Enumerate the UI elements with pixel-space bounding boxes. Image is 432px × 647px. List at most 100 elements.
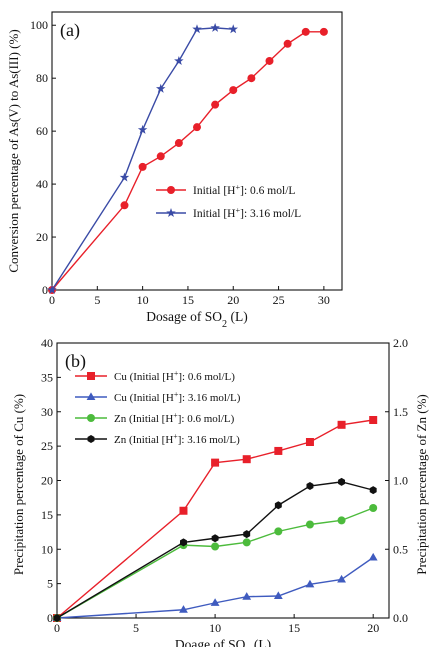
- data-point: [320, 28, 328, 36]
- y-axis-label: Precipitation percentage of Cu (%): [11, 394, 26, 575]
- y-tick-label: 15: [41, 508, 53, 522]
- data-point: [243, 538, 251, 546]
- x-tick-label: 10: [209, 621, 221, 635]
- legend: Cu (Initial [H+]: 0.6 mol/L) Cu (Initial …: [75, 369, 241, 447]
- y-right-tick-label: 1.0: [393, 474, 408, 488]
- data-point: [193, 123, 201, 131]
- data-point: [247, 74, 255, 82]
- data-point: [306, 521, 314, 529]
- y-tick-label: 40: [41, 336, 53, 350]
- legend-entry: Cu (Initial [H+]: 3.16 mol/L): [114, 390, 241, 405]
- series-line: [52, 32, 324, 290]
- data-point: [211, 543, 219, 551]
- x-tick-label: 15: [288, 621, 300, 635]
- y-tick-label: 30: [41, 405, 53, 419]
- data-point: [211, 101, 219, 109]
- data-point: [337, 575, 346, 583]
- data-point: [121, 201, 129, 209]
- y-right-tick-label: 0.5: [393, 542, 408, 556]
- legend-entry: Zn (Initial [H+]: 3.16 mol/L): [114, 432, 240, 447]
- data-point: [157, 152, 165, 160]
- series-line: [57, 558, 373, 619]
- y-tick-label: 60: [36, 124, 48, 138]
- data-point: [369, 416, 377, 424]
- data-point: [369, 504, 377, 512]
- x-tick-label: 5: [94, 293, 100, 307]
- y-right-axis-label: Precipitation percentage of Zn (%): [414, 394, 429, 574]
- x-tick-label: 25: [273, 293, 285, 307]
- data-point: [156, 84, 166, 93]
- legend-entry: Cu (Initial [H+]: 0.6 mol/L): [114, 369, 235, 384]
- data-point: [274, 447, 282, 455]
- data-point: [369, 553, 378, 561]
- data-point: [120, 172, 130, 181]
- series-1: [53, 553, 378, 621]
- x-tick-label: 20: [227, 293, 239, 307]
- x-tick-label: 10: [137, 293, 149, 307]
- series-0: [48, 28, 328, 294]
- legend-entry: Initial [H+]: 3.16 mol/L: [193, 206, 301, 221]
- y-tick-label: 0: [47, 611, 53, 625]
- data-point: [306, 438, 314, 446]
- data-point: [338, 421, 346, 429]
- y-tick-label: 40: [36, 177, 48, 191]
- y-tick-label: 100: [30, 18, 48, 32]
- data-point: [138, 125, 148, 134]
- data-point: [174, 56, 184, 65]
- data-point: [242, 592, 251, 600]
- x-tick-label: 0: [54, 621, 60, 635]
- legend-marker: [88, 435, 95, 443]
- series-1: [47, 23, 238, 294]
- panel-a-chart: 0 5 10 15 20 25 30 0 20 40 60 80 100 Dosage of SO2 (L…: [6, 12, 342, 330]
- y-tick-label: 10: [41, 542, 53, 556]
- panel-b-chart: 0 5 10 15 20 0 5 10 15 20 25 30 35 40 0.0 0.5 1.0 1.5 2.0 D…: [11, 336, 429, 647]
- y-tick-label: 25: [41, 439, 53, 453]
- data-point: [192, 24, 202, 33]
- legend-marker: [87, 392, 96, 400]
- x-tick-label: 30: [318, 293, 330, 307]
- x-axis-label: Doage of SO2 (L): [175, 637, 271, 647]
- y-tick-label: 35: [41, 370, 53, 384]
- panel-label: (b): [65, 351, 86, 372]
- legend-marker: [166, 208, 176, 217]
- data-point: [243, 455, 251, 463]
- data-point: [229, 86, 237, 94]
- data-point: [274, 527, 282, 535]
- panel-label: (a): [60, 20, 80, 41]
- x-tick-label: 20: [367, 621, 379, 635]
- y-axis-label: Conversion percentage of As(V) to As(III…: [6, 29, 21, 272]
- data-point: [179, 507, 187, 515]
- x-axis-label: Dosage of SO2 (L): [146, 309, 247, 330]
- y-right-tick-label: 1.5: [393, 405, 408, 419]
- data-point: [338, 478, 345, 486]
- data-point: [175, 139, 183, 147]
- data-point: [370, 486, 377, 494]
- legend-marker: [87, 372, 95, 380]
- y-right-tick-label: 0.0: [393, 611, 408, 625]
- legend-entry: Initial [H+]: 0.6 mol/L: [193, 183, 295, 198]
- data-point: [211, 459, 219, 467]
- y-tick-label: 80: [36, 71, 48, 85]
- x-tick-label: 15: [182, 293, 194, 307]
- data-point: [210, 23, 220, 32]
- legend-marker: [87, 414, 95, 422]
- y-right-tick-label: 2.0: [393, 336, 408, 350]
- data-point: [284, 40, 292, 48]
- series-line: [52, 28, 233, 290]
- x-tick-label: 5: [133, 621, 139, 635]
- data-point: [338, 516, 346, 524]
- data-point: [228, 24, 238, 33]
- x-tick-label: 0: [49, 293, 55, 307]
- legend-marker: [167, 186, 175, 194]
- data-point: [302, 28, 310, 36]
- plot-frame: [52, 12, 342, 290]
- legend-entry: Zn (Initial [H+]: 0.6 mol/L): [114, 411, 235, 426]
- y-tick-label: 5: [47, 577, 53, 591]
- y-tick-label: 0: [42, 283, 48, 297]
- data-point: [139, 163, 147, 171]
- legend: Initial [H+]: 0.6 mol/L Initial [H+]: 3.1…: [156, 183, 301, 221]
- data-point: [306, 482, 313, 490]
- y-tick-label: 20: [36, 230, 48, 244]
- data-point: [266, 57, 274, 65]
